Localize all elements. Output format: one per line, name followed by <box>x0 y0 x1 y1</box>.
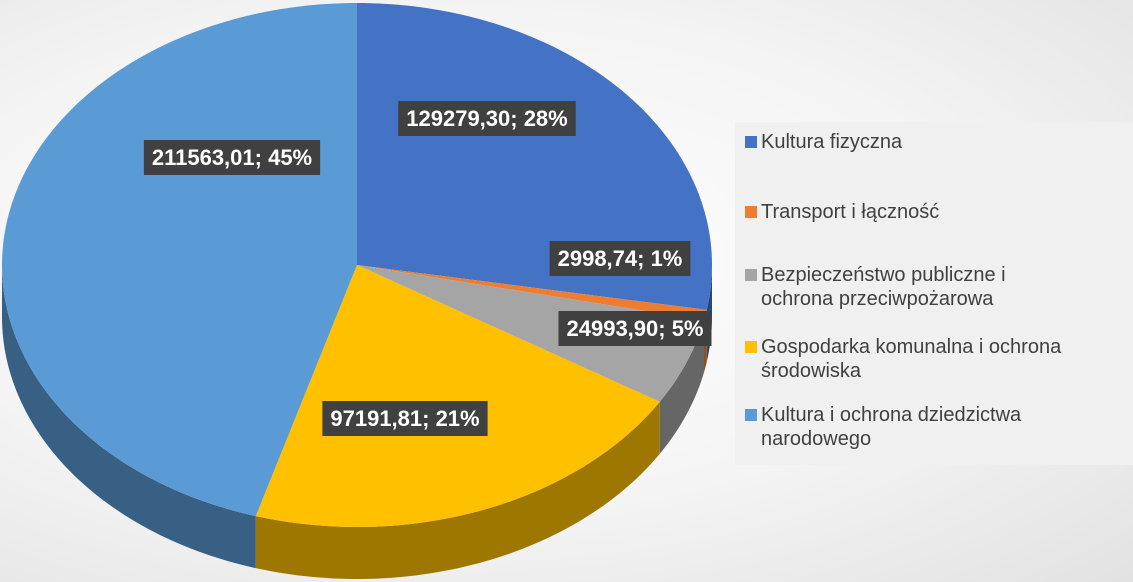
legend-entry: Gospodarka komunalna i ochrona środowisk… <box>745 335 1075 383</box>
legend-label: Gospodarka komunalna i ochrona środowisk… <box>761 336 1062 382</box>
data-label: 2998,74; 1% <box>549 241 691 276</box>
legend-swatch <box>745 341 757 353</box>
data-label: 129279,30; 28% <box>398 101 576 136</box>
legend-label: Kultura fizyczna <box>761 131 903 153</box>
legend-entry: Transport i łączność <box>745 200 1075 224</box>
legend-entry: Kultura fizyczna <box>745 130 1075 154</box>
legend-swatch <box>745 136 757 148</box>
pie: 129279,30; 28% 2998,74; 1% 24993,90; 5% 971… <box>2 3 712 579</box>
slice <box>2 3 358 517</box>
legend: Kultura fizyczna Transport i łączność Bezp… <box>735 122 1133 465</box>
slice <box>357 3 712 310</box>
legend-swatch <box>745 409 757 421</box>
legend-label: Bezpieczeństwo publiczne i ochrona przec… <box>761 264 1006 310</box>
slice <box>357 265 705 402</box>
legend-entry: Kultura i ochrona dziedzictwa narodowego <box>745 403 1075 451</box>
data-label-box <box>398 101 576 136</box>
data-label-box <box>322 401 488 436</box>
data-label-text: 97191,81; 21% <box>330 406 479 431</box>
slice <box>255 265 660 527</box>
data-label: 211563,01; 45% <box>143 140 321 175</box>
data-label-box <box>143 140 321 175</box>
data-label-box <box>549 241 691 276</box>
legend-entry: Bezpieczeństwo publiczne i ochrona przec… <box>745 263 1075 311</box>
slice-side <box>659 320 705 454</box>
legend-label: Transport i łączność <box>761 201 940 223</box>
data-label-text: 129279,30; 28% <box>406 106 567 131</box>
data-label-text: 211563,01; 45% <box>152 145 312 170</box>
legend-swatch <box>745 206 757 218</box>
data-label-box <box>558 311 712 346</box>
data-label: 24993,90; 5% <box>558 311 712 346</box>
slice <box>357 265 707 321</box>
legend-swatch <box>745 269 757 281</box>
slice-side <box>255 401 660 579</box>
slice-side <box>2 265 256 569</box>
data-label-text: 2998,74; 1% <box>558 246 683 271</box>
data-label: 97191,81; 21% <box>322 401 488 436</box>
legend-label: Kultura i ochrona dziedzictwa narodowego <box>761 404 1022 450</box>
data-label-text: 24993,90; 5% <box>567 316 704 341</box>
